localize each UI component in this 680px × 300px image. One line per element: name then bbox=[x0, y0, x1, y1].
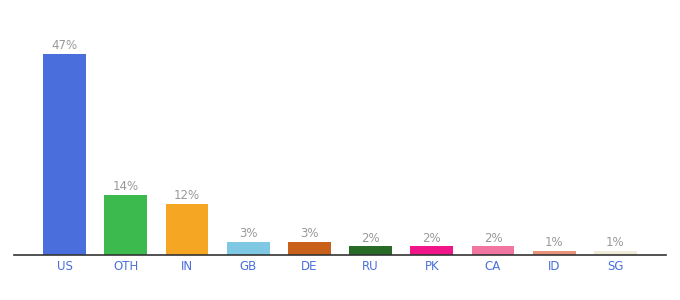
Text: 12%: 12% bbox=[174, 189, 200, 202]
Bar bbox=[166, 204, 209, 255]
Bar bbox=[288, 242, 331, 255]
Bar bbox=[471, 246, 514, 255]
Text: 1%: 1% bbox=[545, 236, 564, 249]
Text: 14%: 14% bbox=[113, 180, 139, 194]
Text: 1%: 1% bbox=[606, 236, 625, 249]
Bar bbox=[105, 195, 148, 255]
Text: 3%: 3% bbox=[300, 227, 319, 241]
Text: 3%: 3% bbox=[239, 227, 258, 241]
Bar bbox=[349, 246, 392, 255]
Text: 47%: 47% bbox=[52, 39, 78, 52]
Bar bbox=[594, 251, 636, 255]
Bar bbox=[532, 251, 575, 255]
Text: 2%: 2% bbox=[422, 232, 441, 245]
Bar bbox=[44, 54, 86, 255]
Text: 2%: 2% bbox=[361, 232, 380, 245]
Text: 2%: 2% bbox=[483, 232, 503, 245]
Bar bbox=[227, 242, 270, 255]
Bar bbox=[410, 246, 453, 255]
